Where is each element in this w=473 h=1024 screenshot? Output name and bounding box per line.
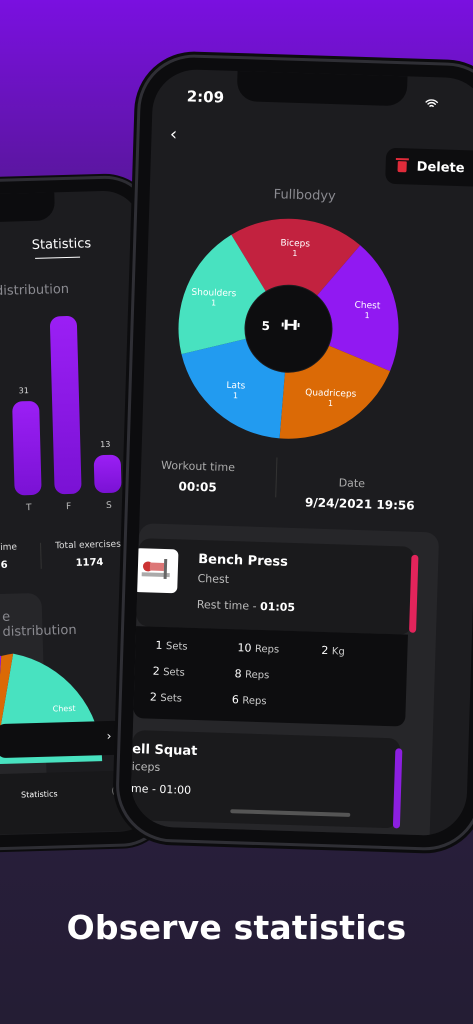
pie-slice-quadriceps[interactable] [279, 344, 391, 442]
set-row-2-sets: 2 Sets [152, 664, 185, 679]
delete-label: Delete [416, 159, 465, 176]
pie-count-lats: 1 [233, 391, 238, 400]
day-label-f: F [65, 501, 72, 513]
pie-label-chest: Chest [354, 301, 381, 312]
set-row-3-reps: 6 Reps [231, 693, 267, 708]
pie-label-lats: Lats [226, 381, 245, 392]
pie-slice-orange [0, 653, 14, 765]
pie-slice-chest[interactable] [315, 244, 401, 372]
back-dark-bar[interactable]: › [0, 720, 124, 759]
status-time: 2:09 [186, 87, 225, 107]
title-underline [35, 256, 81, 259]
pie-slice-shoulders[interactable] [178, 233, 268, 356]
bar-value-s: 13 [100, 439, 111, 450]
date-label: Date [338, 476, 366, 491]
pie-count-quadriceps: 1 [328, 399, 333, 408]
workout-screen: 2:09 ‹ Delete Fullbodyy Biceps 1 Chest 1 Qua… [129, 68, 473, 837]
set-row-1-sets: 1 Sets [155, 638, 188, 653]
dumbbell-icon [281, 318, 300, 336]
center-count: 5 [261, 318, 271, 334]
statistics-title: Statistics [31, 236, 92, 253]
exercise-2-muscle: iceps [131, 760, 161, 774]
workout-time-value: 00:05 [178, 479, 217, 495]
rest-value: 01:05 [259, 599, 296, 615]
info-divider [275, 457, 278, 498]
statistics-screen: Statistics distribution 31 59 13 T F S i… [0, 189, 159, 839]
exercise-thumbnail [133, 548, 179, 594]
bar-value-t: 31 [18, 386, 30, 396]
notch [0, 192, 56, 224]
workout-name: Fullbodyy [273, 187, 336, 205]
day-label-t: T [25, 503, 32, 514]
chest-slice-label: Chest [52, 703, 76, 714]
pie-slice-biceps[interactable] [229, 217, 361, 297]
rest-label: Rest time - [196, 597, 261, 613]
exercise-title: Bench Press [197, 552, 289, 570]
statistics-phone: Statistics distribution 31 59 13 T F S i… [0, 177, 169, 851]
tagline: Observe statistics [66, 908, 407, 947]
exercise-2-rest: me - 01:00 [130, 782, 192, 797]
set-row-2-reps: 8 Reps [234, 667, 270, 682]
bar-s[interactable] [93, 454, 122, 494]
pie-label-quadriceps: Quadriceps [305, 388, 357, 400]
pie-count-shoulders: 1 [211, 298, 216, 307]
bar-t[interactable] [12, 400, 42, 496]
sets-table: 1 Sets 10 Reps 2 Kg 2 Sets 8 Reps 2 Sets… [133, 626, 408, 727]
total-exercises-value: 1174 [75, 557, 104, 569]
chevron-right-icon[interactable]: › [106, 728, 112, 744]
pie-slice-lats[interactable] [179, 337, 286, 439]
bar-f[interactable] [49, 315, 82, 495]
wifi-icon [424, 99, 439, 112]
rest-time: Rest time - 01:05 [197, 598, 296, 614]
set-row-3-sets: 2 Sets [149, 690, 183, 705]
total-exercises-label: Total exercises [55, 539, 121, 552]
notch [236, 71, 408, 107]
exercise-card[interactable]: Bench Press Chest Rest time - 01:05 [133, 538, 419, 635]
set-row-1-kg: 2 Kg [321, 643, 345, 658]
workout-time-label: ime [0, 542, 18, 553]
delete-button[interactable]: Delete [385, 147, 473, 187]
pie-center [245, 285, 332, 372]
date-value: 9/24/2021 19:56 [304, 495, 415, 513]
workout-phone: 2:09 ‹ Delete Fullbodyy Biceps 1 Chest 1 Qua… [117, 56, 473, 849]
tab-statistics[interactable]: Statistics [20, 789, 58, 800]
set-row-1-reps: 10 Reps [237, 641, 280, 656]
distribution-section-title: distribution [0, 281, 70, 299]
pie-label-shoulders: Shoulders [191, 288, 236, 299]
muscle-pie-chart: Biceps 1 Chest 1 Quadriceps 1 Lats 1 Shoulders 1 … [174, 214, 403, 443]
exercise-distribution-card: e distribution Chest [0, 592, 103, 798]
day-label-s: S [105, 500, 112, 511]
pie-count-chest: 1 [364, 311, 369, 320]
pie-label-biceps: Biceps [280, 239, 310, 250]
workout-time-value: 6 [0, 559, 8, 571]
workout-time-label: Workout time [160, 458, 236, 475]
stats-divider [40, 542, 42, 569]
pie-count-biceps: 1 [292, 249, 297, 258]
back-arrow-icon[interactable]: ‹ [169, 123, 178, 146]
exercise-2-title: ell Squat [131, 742, 198, 760]
exercise-muscle: Chest [197, 572, 230, 586]
trash-icon [397, 160, 407, 172]
